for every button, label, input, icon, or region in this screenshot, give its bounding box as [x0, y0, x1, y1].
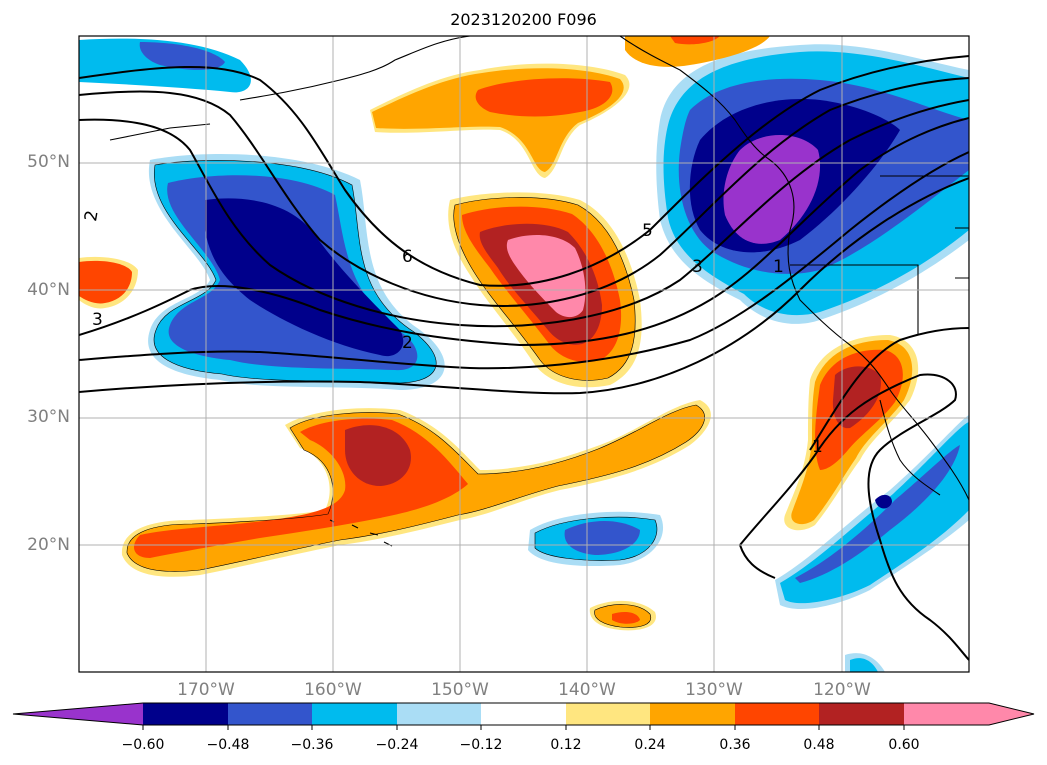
colorbar-bin	[143, 703, 228, 725]
lon-label: 120°W	[813, 680, 871, 700]
colorbar-bin	[566, 703, 650, 725]
colorbar-bin	[228, 703, 312, 725]
colorbar-tick-label: 0.24	[634, 737, 666, 753]
colorbar-bin	[650, 703, 735, 725]
lon-label: 150°W	[431, 680, 489, 700]
height-contours	[79, 55, 969, 661]
lat-label: 30°N	[27, 407, 70, 427]
contour-label: 1	[773, 257, 784, 277]
contour-labels: 2 3 6 2 5 3 1 1	[81, 209, 823, 457]
lat-label: 40°N	[27, 280, 70, 300]
lon-label: 130°W	[685, 680, 743, 700]
colorbar-tick-label: 0.36	[719, 737, 751, 753]
colorbar-tick-label: −0.60	[121, 737, 165, 753]
colorbar-tick-label: −0.12	[459, 737, 503, 753]
lat-label: 20°N	[27, 535, 70, 555]
colorbar-tick-label: −0.36	[290, 737, 334, 753]
colorbar-bin	[397, 703, 481, 725]
colorbar	[12, 702, 1035, 730]
map-frame	[78, 35, 970, 673]
contour-label: 6	[402, 247, 413, 267]
colorbar-tick-label: 0.60	[888, 737, 920, 753]
lat-label: 50°N	[27, 152, 70, 172]
lon-label: 160°W	[304, 680, 362, 700]
colorbar-extend-low	[13, 703, 143, 725]
lon-label: 170°W	[177, 680, 235, 700]
contour-label: 2	[81, 209, 103, 223]
colorbar-bin	[735, 703, 819, 725]
colorbar-bin	[481, 703, 566, 725]
contour-label: 1	[812, 437, 823, 457]
colorbar-extend-high	[904, 703, 1034, 725]
coastlines	[109, 36, 969, 547]
contour-label: 2	[402, 333, 413, 353]
shaded-anomaly-field	[79, 36, 969, 672]
colorbar-tick-label: 0.48	[803, 737, 835, 753]
gridlines	[79, 36, 969, 672]
contour-label: 5	[642, 221, 653, 241]
colorbar-tick-label: 0.12	[550, 737, 582, 753]
colorbar-tick-label: −0.24	[375, 737, 419, 753]
lon-label: 140°W	[558, 680, 616, 700]
colorbar-bin	[819, 703, 904, 725]
contour-label: 3	[92, 310, 103, 330]
colorbar-bin	[312, 703, 397, 725]
map-title: 2023120200 F096	[450, 10, 597, 29]
colorbar-tick-label: −0.48	[206, 737, 250, 753]
contour-label: 3	[692, 257, 703, 277]
